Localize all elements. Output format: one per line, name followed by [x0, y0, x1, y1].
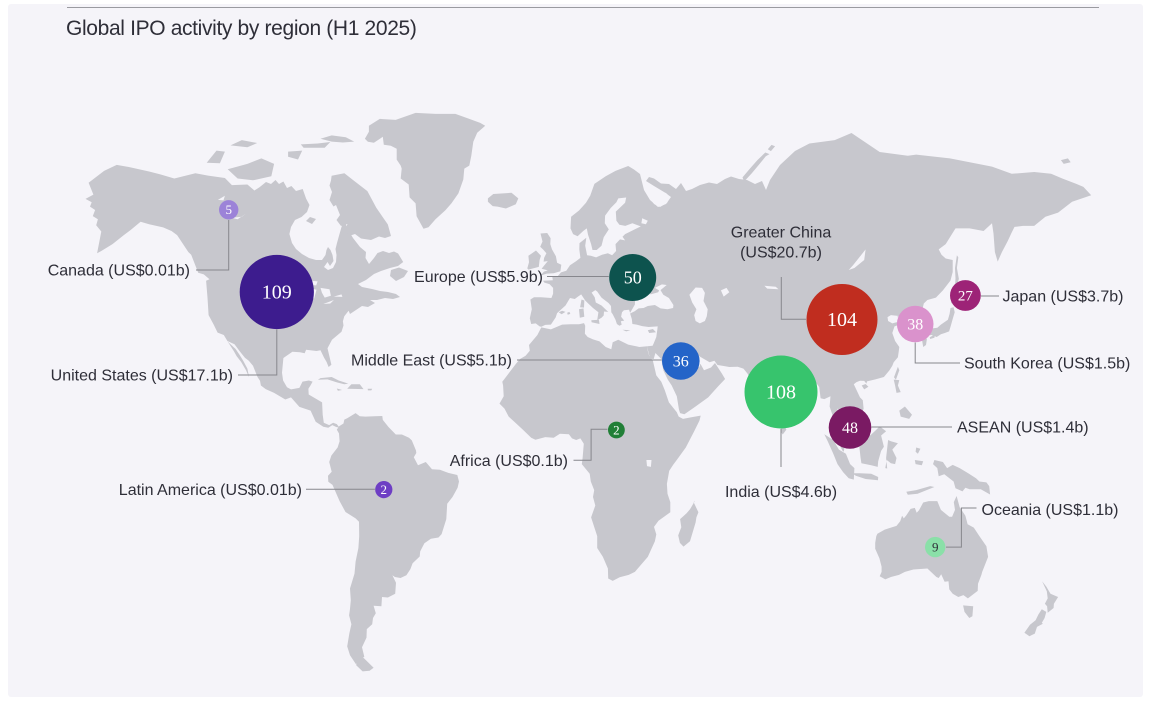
svg-text:50: 50 — [624, 267, 642, 287]
svg-text:United States (US$17.1b): United States (US$17.1b) — [51, 368, 233, 385]
svg-text:36: 36 — [673, 353, 689, 370]
svg-text:Africa (US$0.1b): Africa (US$0.1b) — [450, 453, 568, 470]
svg-text:Latin America (US$0.01b): Latin America (US$0.01b) — [119, 482, 302, 499]
svg-text:Oceania (US$1.1b): Oceania (US$1.1b) — [982, 502, 1119, 519]
svg-text:27: 27 — [958, 289, 974, 305]
svg-text:Greater China: Greater China — [731, 225, 832, 242]
svg-text:South Korea (US$1.5b): South Korea (US$1.5b) — [964, 356, 1130, 373]
svg-text:ASEAN (US$1.4b): ASEAN (US$1.4b) — [957, 420, 1089, 437]
svg-text:2: 2 — [381, 482, 388, 497]
svg-text:2: 2 — [613, 422, 620, 437]
svg-text:India (US$4.6b): India (US$4.6b) — [725, 484, 837, 501]
svg-text:Middle East (US$5.1b): Middle East (US$5.1b) — [351, 353, 512, 370]
svg-text:Global IPO activity by region: Global IPO activity by region (H1 2025) — [66, 17, 417, 40]
svg-text:Canada (US$0.01b): Canada (US$0.01b) — [48, 263, 190, 280]
svg-text:Europe (US$5.9b): Europe (US$5.9b) — [414, 269, 543, 286]
svg-text:5: 5 — [225, 202, 232, 217]
svg-text:Japan (US$3.7b): Japan (US$3.7b) — [1003, 289, 1124, 306]
svg-text:109: 109 — [262, 282, 292, 304]
svg-text:108: 108 — [766, 382, 796, 404]
svg-text:48: 48 — [842, 420, 858, 437]
svg-text:(US$20.7b): (US$20.7b) — [740, 245, 822, 262]
svg-text:104: 104 — [827, 309, 857, 331]
svg-text:38: 38 — [907, 316, 923, 333]
svg-text:9: 9 — [932, 539, 939, 554]
